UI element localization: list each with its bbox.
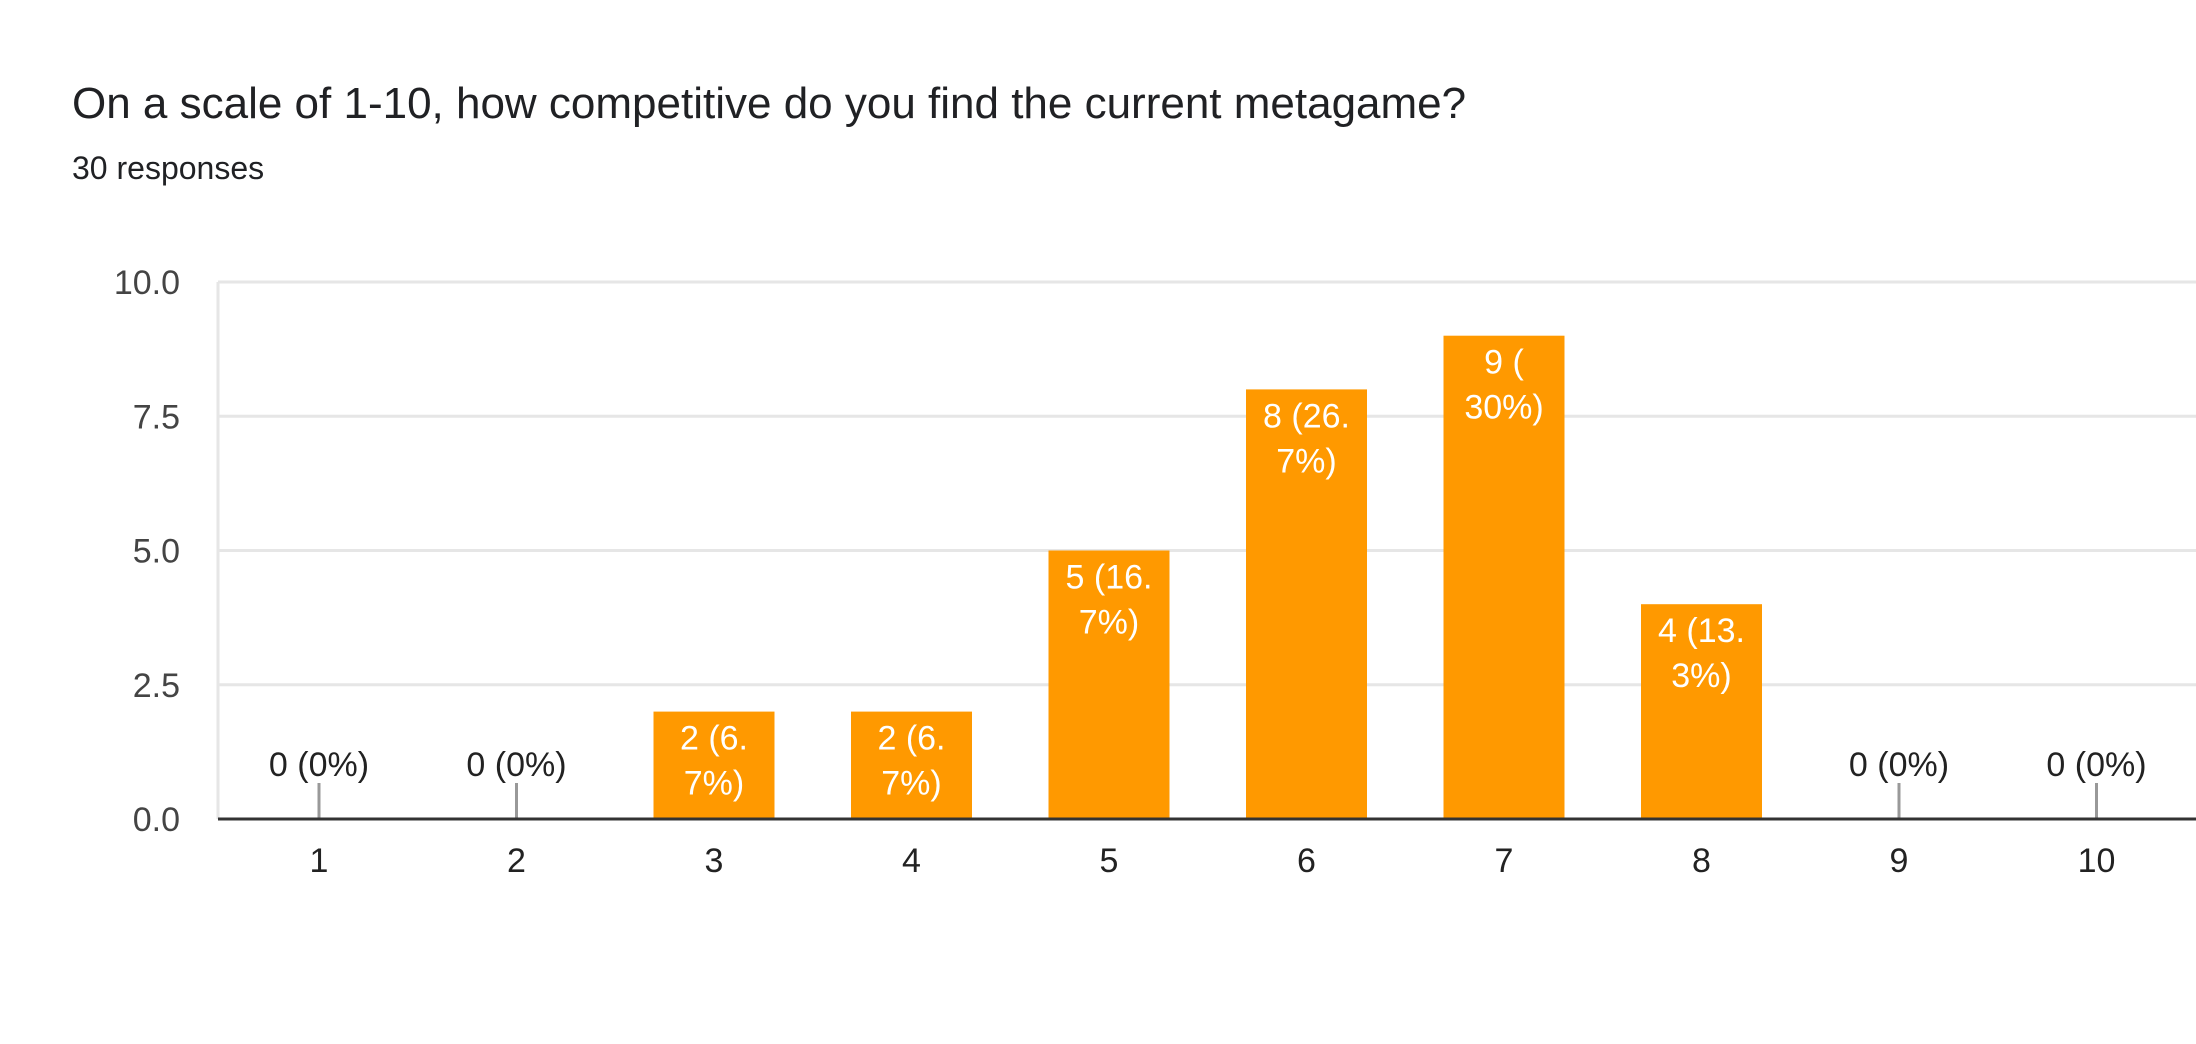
x-tick-label-7: 7: [1495, 842, 1514, 880]
y-tick-label-0: 0.0: [133, 801, 180, 839]
data-label-3-line-2: 7%): [684, 765, 744, 803]
x-tick-label-4: 4: [902, 842, 921, 880]
data-label-8-line-1: 4 (13.: [1658, 612, 1745, 650]
data-label-2: 0 (0%): [466, 746, 566, 784]
data-label-3-line-1: 2 (6.: [680, 720, 748, 758]
bar-3: [653, 711, 775, 819]
y-tick-label-1: 2.5: [133, 667, 180, 705]
x-tick-label-10: 10: [2078, 842, 2116, 880]
label-layer: 0 (0%) 0 (0%) 2 (6. 7%) 2 (6. 7%) 5 (16. 7%) 8 (…: [269, 344, 2147, 803]
data-label-5-line-1: 5 (16.: [1066, 559, 1153, 597]
data-label-4-line-2: 7%): [881, 765, 941, 803]
data-label-9: 0 (0%): [1849, 746, 1949, 784]
bar-4: [851, 711, 972, 819]
grid-layer: [216, 280, 2196, 819]
bar-5: [1048, 550, 1170, 819]
data-label-7-line-2: 30%): [1464, 389, 1543, 427]
chart-title: On a scale of 1-10, how competitive do y…: [72, 79, 1467, 128]
bar-8: [1641, 604, 1762, 819]
data-label-6-line-2: 7%): [1276, 442, 1336, 480]
data-label-10: 0 (0%): [2046, 746, 2146, 784]
axis-layer: 0.0 2.5 5.0 7.5 10.0 1 2 3 4 5 6 7 8 9 10: [114, 264, 2196, 880]
data-label-4-line-1: 2 (6.: [877, 720, 945, 758]
x-tick-label-6: 6: [1297, 842, 1316, 880]
data-label-7-line-1: 9 (: [1484, 344, 1524, 382]
chart-header: On a scale of 1-10, how competitive do y…: [72, 74, 1466, 190]
bar-6: [1246, 389, 1367, 819]
response-count: 30 responses: [72, 150, 265, 186]
x-tick-label-1: 1: [310, 842, 329, 880]
x-tick-label-8: 8: [1692, 842, 1711, 880]
x-tick-label-9: 9: [1890, 842, 1909, 880]
y-tick-label-3: 7.5: [133, 398, 180, 436]
y-tick-label-4: 10.0: [114, 264, 180, 302]
bar-7: [1443, 335, 1565, 819]
data-label-1: 0 (0%): [269, 746, 369, 784]
data-label-8-line-2: 3%): [1671, 657, 1731, 695]
data-label-6-line-1: 8 (26.: [1263, 397, 1350, 435]
x-tick-label-5: 5: [1100, 842, 1119, 880]
y-tick-label-2: 5.0: [133, 533, 180, 571]
data-label-5-line-2: 7%): [1079, 604, 1139, 642]
x-tick-label-3: 3: [705, 842, 724, 880]
bar-layer: [317, 335, 2098, 819]
x-tick-label-2: 2: [507, 842, 526, 880]
